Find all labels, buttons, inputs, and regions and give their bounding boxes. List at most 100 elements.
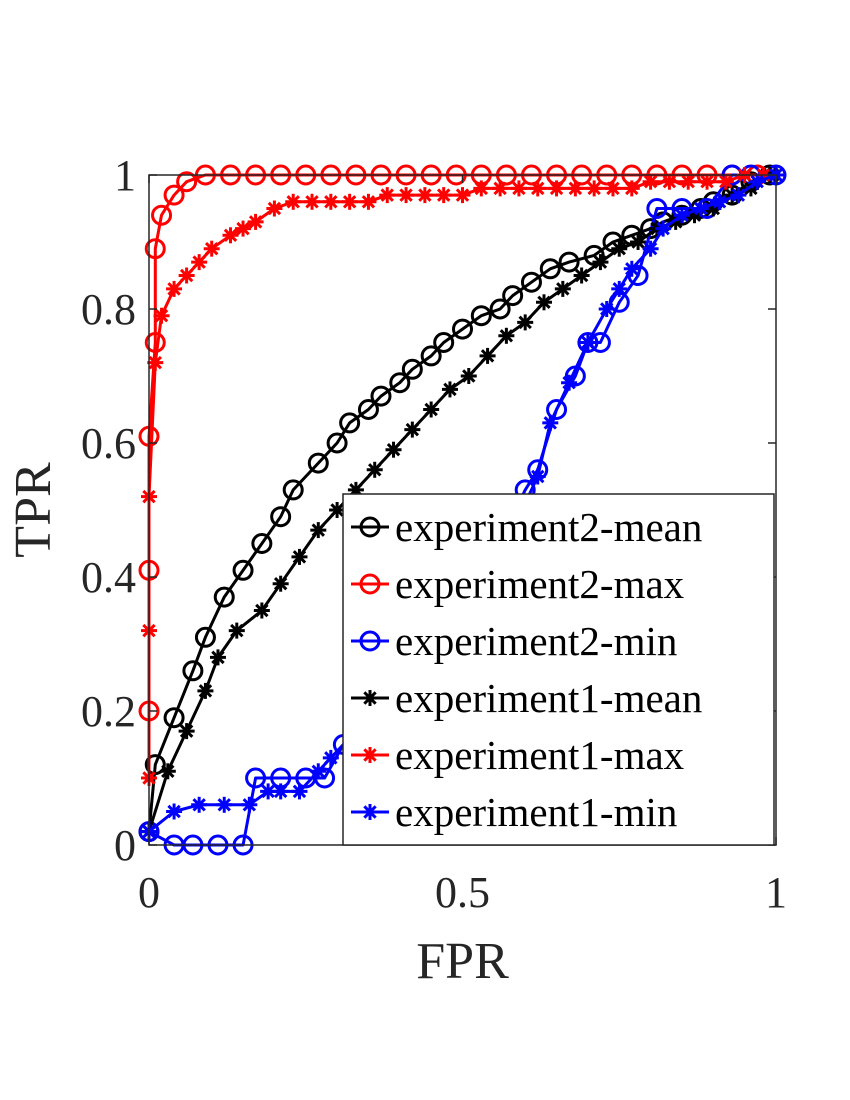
x-tick-label-2: 1 (765, 868, 787, 917)
data-point-experiment1-max-13 (285, 193, 302, 210)
data-point-experiment1-min-16 (529, 468, 546, 485)
x-axis-label: FPR (416, 933, 509, 990)
legend-entry-experiment1-mean: experiment1-mean (351, 675, 702, 721)
data-point-experiment2-mean-15 (389, 372, 411, 394)
data-point-experiment1-mean-13 (385, 441, 402, 458)
legend-swatch-marker-0 (359, 516, 381, 538)
data-point-experiment2-mean-24 (539, 258, 561, 280)
legend-entry-experiment2-min: experiment2-min (351, 618, 677, 664)
legend-entry-experiment2-mean: experiment2-mean (351, 504, 702, 550)
data-point-experiment1-max-15 (322, 193, 339, 210)
data-point-experiment1-max-14 (304, 193, 321, 210)
legend-label-4: experiment1-max (395, 732, 684, 778)
data-point-experiment1-min-27 (711, 193, 728, 210)
data-point-experiment1-min-3 (216, 796, 233, 813)
data-point-experiment1-max-12 (266, 200, 283, 217)
legend-label-1: experiment2-max (395, 561, 684, 607)
data-point-experiment2-mean-16 (401, 358, 423, 380)
data-point-experiment2-mean-13 (357, 399, 379, 420)
data-point-experiment2-mean-27 (602, 231, 624, 253)
data-point-experiment1-min-25 (673, 207, 690, 224)
data-point-experiment2-mean-9 (282, 479, 304, 501)
y-tick-label-1: 0.2 (81, 687, 136, 736)
data-point-experiment2-mean-21 (489, 298, 511, 320)
data-point-experiment1-max-25 (510, 180, 527, 197)
data-point-experiment1-max-18 (379, 187, 396, 204)
data-point-experiment1-min-9 (322, 749, 339, 766)
legend-entry-experiment2-max: experiment2-max (351, 561, 684, 607)
data-point-experiment1-mean-8 (291, 548, 308, 565)
x-tick-label-0: 0 (138, 868, 160, 917)
data-point-experiment1-mean-17 (460, 368, 477, 384)
legend-swatch-marker-2 (359, 630, 381, 652)
data-point-experiment2-mean-5 (213, 586, 235, 608)
data-point-experiment1-max-29 (586, 180, 603, 197)
data-point-experiment2-mean-19 (452, 318, 473, 340)
data-point-experiment1-max-27 (548, 180, 565, 197)
data-point-experiment1-max-10 (235, 220, 252, 237)
data-point-experiment2-mean-25 (558, 251, 580, 273)
data-point-experiment2-mean-3 (182, 660, 204, 682)
legend-swatch-marker-3 (362, 690, 378, 706)
data-point-experiment1-mean-3 (197, 682, 214, 699)
data-point-experiment2-min-8 (314, 767, 336, 789)
data-point-experiment2-mean-6 (232, 559, 254, 581)
data-point-experiment1-mean-1 (159, 763, 176, 780)
data-point-experiment1-max-6 (178, 267, 195, 284)
data-point-experiment2-max-4 (144, 238, 166, 260)
data-point-experiment1-min-26 (692, 200, 709, 217)
data-point-experiment1-max-11 (247, 213, 264, 230)
data-point-experiment1-min-19 (579, 334, 596, 351)
data-point-experiment2-mean-11 (326, 432, 348, 454)
y-tick-label-0: 0 (114, 821, 136, 870)
data-point-experiment2-max-7 (176, 171, 198, 193)
data-point-experiment1-mean-23 (573, 267, 590, 284)
data-point-experiment2-min-23 (646, 198, 668, 219)
data-point-experiment1-max-32 (642, 173, 659, 190)
data-point-experiment1-mean-4 (209, 649, 226, 666)
legend-swatch-marker-4 (362, 747, 378, 763)
data-point-experiment1-min-28 (730, 187, 747, 204)
data-point-experiment1-max-35 (699, 173, 716, 190)
legend-swatch-marker-5 (362, 804, 378, 820)
data-point-experiment2-mean-10 (307, 452, 329, 474)
data-point-experiment1-max-17 (360, 193, 377, 210)
data-point-experiment1-min-29 (749, 173, 766, 190)
data-point-experiment1-max-3 (147, 354, 164, 371)
data-point-experiment1-min-4 (241, 796, 258, 813)
data-point-experiment1-mean-12 (366, 461, 383, 478)
data-point-experiment1-max-5 (166, 280, 183, 297)
data-point-experiment1-mean-5 (228, 622, 245, 639)
data-point-experiment1-max-20 (416, 187, 433, 204)
data-point-experiment1-min-18 (561, 374, 578, 391)
data-point-experiment1-min-23 (642, 240, 659, 257)
data-point-experiment1-min-21 (611, 280, 628, 297)
data-point-experiment1-max-16 (341, 193, 358, 210)
data-point-experiment2-mean-7 (251, 533, 273, 554)
data-point-experiment1-mean-26 (630, 234, 647, 250)
data-point-experiment1-min-2 (191, 796, 208, 813)
data-point-experiment1-max-9 (222, 227, 239, 244)
data-point-experiment1-mean-6 (253, 602, 270, 619)
x-tick-label-1: 0.5 (435, 868, 490, 917)
data-point-experiment1-min-6 (272, 783, 289, 800)
data-point-experiment1-max-21 (435, 187, 452, 204)
data-point-experiment2-mean-18 (433, 332, 455, 353)
legend-entry-experiment1-min: experiment1-min (351, 789, 677, 835)
data-point-experiment1-min-1 (166, 803, 183, 820)
data-point-experiment1-max-23 (473, 180, 490, 197)
data-point-experiment1-min-20 (598, 301, 615, 317)
data-point-experiment2-mean-23 (520, 271, 542, 293)
data-point-experiment2-mean-17 (420, 345, 442, 367)
data-point-experiment2-mean-20 (470, 305, 492, 327)
data-point-experiment1-mean-7 (272, 575, 289, 592)
data-point-experiment2-min-19 (577, 332, 599, 353)
data-point-experiment2-mean-4 (194, 626, 216, 648)
data-point-experiment2-mean-22 (502, 285, 524, 307)
data-point-experiment1-max-24 (492, 180, 509, 197)
data-point-experiment1-min-17 (542, 414, 559, 431)
data-point-experiment1-mean-18 (479, 347, 496, 364)
data-point-experiment1-max-34 (680, 173, 697, 190)
data-point-experiment2-mean-14 (370, 385, 392, 407)
